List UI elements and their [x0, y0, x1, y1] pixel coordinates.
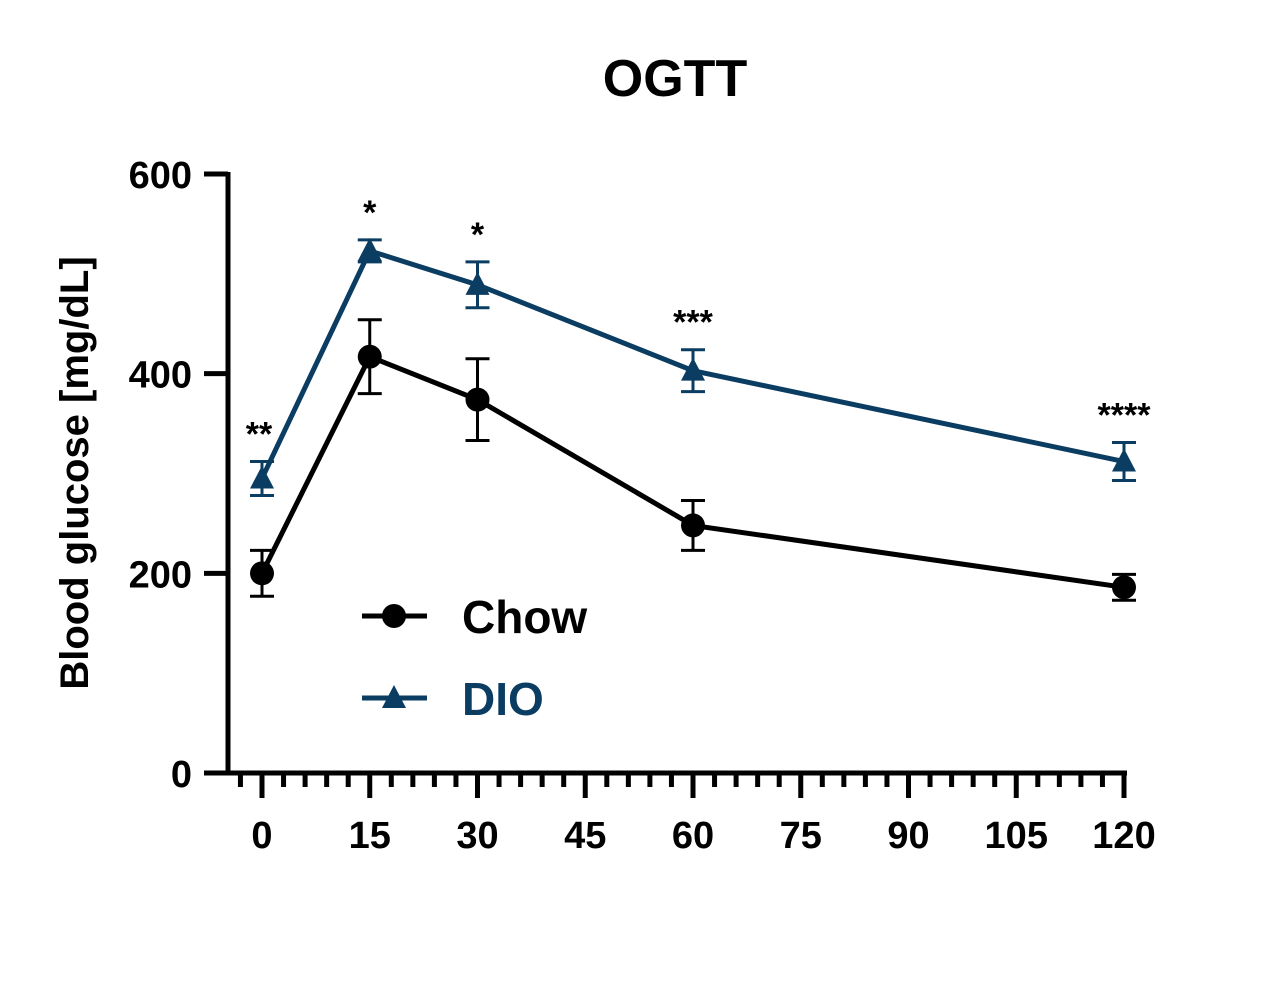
data-point [681, 513, 705, 538]
plot-area: *********** [246, 194, 1152, 602]
data-point [357, 344, 382, 369]
y-tick-label: 200 [129, 554, 192, 596]
data-point [250, 561, 274, 586]
significance-annotation: * [363, 194, 377, 232]
y-tick-label: 600 [129, 155, 192, 197]
y-tick-label: 400 [129, 355, 192, 397]
data-point [250, 465, 274, 489]
data-point [465, 271, 490, 295]
legend-marker [382, 685, 406, 708]
x-tick-label: 60 [672, 815, 714, 857]
series-dio [250, 237, 1136, 497]
significance-annotation: *** [673, 304, 713, 342]
y-axis-label: Blood glucose [mg/dL] [53, 256, 97, 689]
series-chow [250, 318, 1136, 602]
data-point [465, 387, 490, 412]
legend: Chow DIO [362, 591, 587, 725]
chart-title: OGTT [603, 50, 748, 108]
data-point [1112, 448, 1136, 472]
legend-label: DIO [462, 673, 544, 725]
x-tick-label: 0 [251, 815, 272, 857]
y-tick-label: 0 [171, 754, 192, 796]
data-point [681, 357, 705, 381]
significance-annotation: **** [1098, 397, 1152, 435]
legend-marker [382, 604, 406, 628]
x-tick-label: 105 [985, 815, 1048, 857]
data-point [1112, 575, 1136, 600]
axes: 0 200 400 600 0 15 30 45 60 75 90 105 120 [129, 155, 1156, 857]
x-tick-label: 30 [456, 815, 498, 857]
legend-label: Chow [462, 591, 587, 643]
legend-item-chow: Chow [362, 591, 587, 643]
legend-item-dio: DIO [362, 673, 544, 725]
x-tick-label: 120 [1092, 815, 1155, 857]
x-tick-label: 15 [349, 815, 391, 857]
significance-annotation: ** [246, 416, 273, 454]
x-tick-label: 90 [887, 815, 929, 857]
x-tick-label: 75 [780, 815, 822, 857]
x-tick-label: 45 [564, 815, 606, 857]
significance-annotation: * [471, 216, 485, 254]
data-point [357, 237, 382, 261]
